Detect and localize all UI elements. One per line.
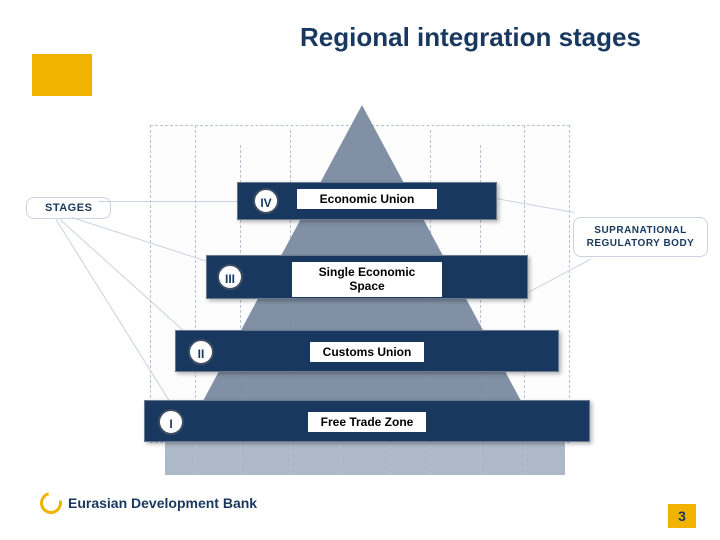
page-title: Regional integration stages — [300, 22, 641, 53]
stage-label-ii: Customs Union — [310, 342, 424, 362]
roman-ii: II — [188, 339, 214, 365]
conn-left-1 — [98, 201, 253, 202]
base-dash-6 — [430, 440, 431, 475]
regulatory-body-label: SUPRANATIONAL REGULATORY BODY — [573, 217, 708, 257]
base-dash-2 — [240, 440, 241, 475]
pyramid-diagram: STAGES SUPRANATIONAL REGULATORY BODY Eco… — [0, 105, 720, 475]
base-dash-1 — [195, 440, 196, 475]
roman-iv: IV — [253, 188, 279, 214]
base-dash-3 — [290, 440, 291, 475]
stage-label-iv: Economic Union — [297, 189, 437, 209]
base-dash-8 — [525, 440, 526, 475]
base-dash-7 — [480, 440, 481, 475]
pyramid-base — [165, 440, 565, 475]
logo-text: Eurasian Development Bank — [68, 495, 257, 511]
roman-i: I — [158, 409, 184, 435]
logo-swirl-icon — [36, 488, 66, 518]
base-dash-5 — [390, 440, 391, 475]
footer-logo: Eurasian Development Bank — [40, 492, 257, 514]
stage-label-i: Free Trade Zone — [308, 412, 426, 432]
roman-iii: III — [217, 264, 243, 290]
page-number: 3 — [668, 504, 696, 528]
stage-label-iii: Single Economic Space — [292, 262, 442, 297]
decor-gold-square — [32, 54, 92, 96]
base-dash-4 — [340, 440, 341, 475]
